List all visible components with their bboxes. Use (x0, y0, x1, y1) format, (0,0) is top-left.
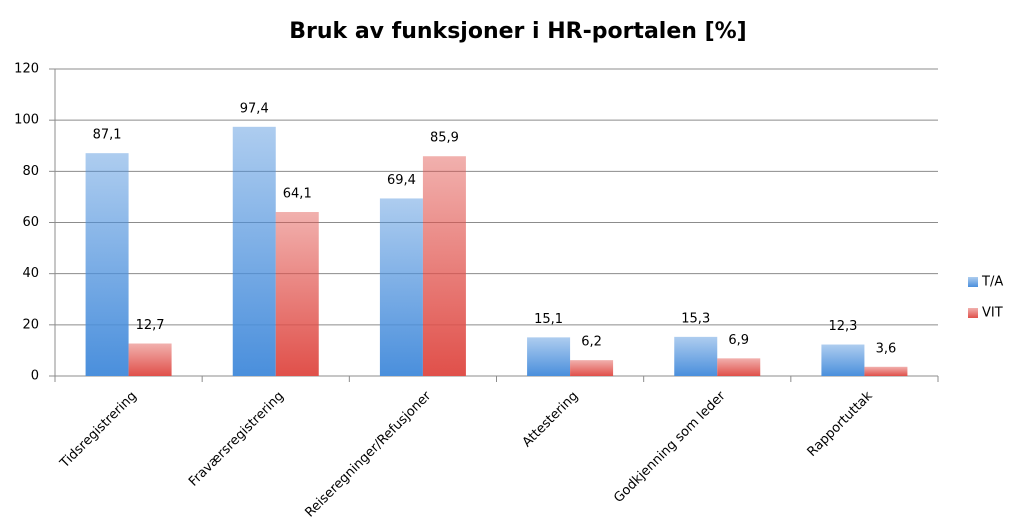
value-label: 6,9 (728, 333, 749, 348)
bar (232, 126, 276, 377)
bar (717, 358, 761, 376)
bar (821, 344, 865, 376)
value-label: 69,4 (387, 173, 416, 188)
value-label: 6,2 (581, 335, 602, 350)
x-tick-label: Rapportuttak (805, 388, 876, 459)
x-tick-label: Tidsregistrering (57, 389, 140, 472)
value-label: 15,3 (681, 311, 710, 326)
y-tick-label: 0 (31, 369, 39, 384)
chart-title: Bruk av funksjoner i HR-portalen [%] (289, 19, 746, 44)
bar (570, 360, 614, 376)
value-label: 97,4 (240, 101, 269, 116)
bar (422, 156, 466, 376)
bar (674, 336, 718, 376)
value-label: 15,1 (534, 312, 563, 327)
legend-swatch (968, 308, 978, 318)
bar (128, 343, 172, 376)
value-label: 12,3 (828, 319, 857, 334)
y-tick-label: 80 (22, 164, 39, 179)
y-tick-label: 60 (22, 215, 39, 230)
x-tick-label: Godkjenning som leder (611, 388, 729, 506)
value-label: 87,1 (93, 128, 122, 143)
x-tick-label: Reiseregninger/Refusjoner (302, 388, 434, 520)
bar (85, 153, 129, 376)
bar (275, 212, 319, 376)
y-tick-label: 20 (22, 317, 39, 332)
value-label: 3,6 (876, 341, 897, 356)
x-tick-label: Fraværsregistrering (186, 389, 287, 490)
x-tick-label: Attestering (520, 389, 582, 451)
value-label: 85,9 (430, 131, 459, 146)
bar (527, 337, 571, 376)
bar (379, 198, 423, 376)
legend-label: VIT (982, 306, 1003, 321)
value-label: 12,7 (136, 318, 165, 333)
legend-label: T/A (981, 275, 1003, 290)
legend-swatch (968, 277, 978, 287)
bar (864, 366, 908, 376)
y-tick-label: 40 (22, 266, 39, 281)
y-tick-label: 100 (14, 113, 39, 128)
y-tick-label: 120 (14, 62, 39, 77)
value-label: 64,1 (283, 187, 312, 202)
